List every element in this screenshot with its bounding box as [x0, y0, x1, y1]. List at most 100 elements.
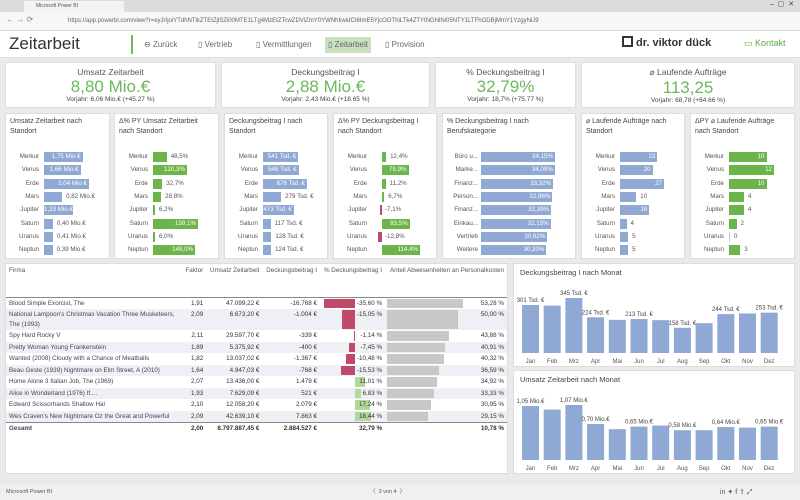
- bar-row[interactable]: Uranus 0: [691, 231, 794, 242]
- bar-okt[interactable]: [717, 314, 735, 353]
- bar[interactable]: [620, 218, 627, 229]
- table-row[interactable]: Home Alone 3 Italian Job, The (1969) 2,07…: [6, 376, 507, 388]
- bar-row[interactable]: Saturn 83,5%: [334, 218, 436, 229]
- bar-row[interactable]: Merkur 48,5%: [115, 151, 218, 162]
- bar-row[interactable]: Venus 12: [691, 164, 794, 176]
- bar[interactable]: [382, 245, 420, 256]
- bar[interactable]: [382, 152, 387, 162]
- bar[interactable]: [729, 152, 767, 162]
- bar-jul[interactable]: [652, 425, 670, 460]
- bar[interactable]: [620, 231, 629, 242]
- bar-row[interactable]: Merkur 12,4%: [334, 151, 436, 162]
- bar-row[interactable]: Person... 32,96%: [443, 191, 575, 202]
- bar-jan[interactable]: [522, 406, 539, 460]
- bar-row[interactable]: Merkur 1,75 Mio.€: [6, 151, 109, 162]
- bar[interactable]: [379, 205, 382, 216]
- bar-row[interactable]: Finanz... 33,32%: [443, 178, 575, 189]
- bar-row[interactable]: Jupiter 6,2%: [115, 204, 218, 216]
- bar-row[interactable]: Uranus 128 Tsd. €: [225, 231, 327, 242]
- bar[interactable]: [263, 191, 282, 202]
- bar[interactable]: [481, 205, 552, 216]
- bar-row[interactable]: Neptun 149,0%: [115, 244, 218, 256]
- table-row[interactable]: Blood Simple Exorcist, The 1,91 47.099,22 …: [6, 297, 507, 309]
- bar-row[interactable]: Erde 11,2%: [334, 178, 436, 189]
- bar-row[interactable]: Erde 27: [582, 178, 684, 189]
- bar-row[interactable]: Erde 676 Tsd. €: [225, 178, 327, 189]
- bar[interactable]: [44, 205, 74, 216]
- bar-row[interactable]: Jupiter -7,1%: [334, 204, 436, 216]
- bar-row[interactable]: Saturn 159,1%: [115, 218, 218, 229]
- bar-jun[interactable]: [630, 319, 648, 353]
- bar[interactable]: [620, 191, 637, 202]
- bar[interactable]: [263, 152, 299, 162]
- bar[interactable]: [620, 245, 629, 256]
- bar-mrz[interactable]: [565, 298, 583, 353]
- bar[interactable]: [263, 205, 294, 216]
- bar[interactable]: [729, 191, 744, 202]
- bar-row[interactable]: Mars 0,82 Mio.€: [6, 191, 109, 202]
- nav-button-zeitarbeit[interactable]: ▯ Zeitarbeit: [325, 37, 371, 53]
- bar[interactable]: [729, 205, 744, 216]
- bar-jun[interactable]: [630, 426, 648, 460]
- bar-mai[interactable]: [608, 319, 626, 353]
- bar[interactable]: [153, 205, 155, 216]
- bar[interactable]: [44, 152, 83, 162]
- bar-jan[interactable]: [522, 305, 539, 353]
- table-row[interactable]: Beau Geste (1939) Nightmare on Elm Stree…: [6, 364, 507, 376]
- bar-row[interactable]: Venus 120,3%: [115, 164, 218, 176]
- bar-row[interactable]: Venus 546 Tsd. €: [225, 164, 327, 176]
- bar[interactable]: [263, 165, 299, 176]
- bar[interactable]: [481, 152, 555, 162]
- bar[interactable]: [481, 191, 553, 202]
- nav-button-vermittlungen[interactable]: ▯ Vermittlungen: [253, 37, 315, 53]
- column-header[interactable]: Deckungsbeitrag I: [262, 264, 320, 298]
- table-row[interactable]: Alice in Wonderland (1976) If.... 1,93 7.6…: [6, 387, 507, 399]
- bar[interactable]: [44, 245, 53, 256]
- bar-row[interactable]: Finanz... 32,39%: [443, 204, 575, 216]
- bar-row[interactable]: Uranus -12,8%: [334, 231, 436, 242]
- bar[interactable]: [382, 178, 386, 189]
- bar-sep[interactable]: [695, 430, 713, 460]
- bar[interactable]: [481, 231, 548, 242]
- bar[interactable]: [153, 218, 198, 229]
- browser-tab[interactable]: Microsoft Power BI: [24, 1, 124, 12]
- bar[interactable]: [729, 178, 767, 189]
- bar-row[interactable]: Neptun 5: [582, 244, 684, 256]
- bar-row[interactable]: Uranus 6,0%: [115, 231, 218, 242]
- window-controls[interactable]: – ▢ ✕: [770, 1, 795, 8]
- bar[interactable]: [263, 218, 271, 229]
- bar[interactable]: [377, 231, 382, 242]
- bar-row[interactable]: Jupiter 4: [691, 204, 794, 216]
- url-field[interactable]: https://app.powerbi.com/view?r=eyJrIjoiY…: [68, 18, 539, 24]
- column-header[interactable]: Anteil Abwesenheiten an Personalkosten: [385, 264, 507, 298]
- bar[interactable]: [44, 178, 89, 189]
- bar-feb[interactable]: [543, 305, 561, 353]
- nav-button-provision[interactable]: ▯ Provision: [382, 37, 428, 53]
- bar-row[interactable]: Venus 1,66 Mio.€: [6, 164, 109, 176]
- table-row[interactable]: Wanted (2008) Cloudy with a Chance of Me…: [6, 353, 507, 365]
- bar[interactable]: [263, 245, 272, 256]
- column-header[interactable]: Umsatz Zeitarbeit: [206, 264, 263, 298]
- bar-row[interactable]: Mars 10: [582, 191, 684, 202]
- bar[interactable]: [44, 191, 63, 202]
- bar[interactable]: [44, 231, 54, 242]
- bar-nov[interactable]: [739, 427, 756, 460]
- bar[interactable]: [729, 245, 741, 256]
- bar[interactable]: [481, 178, 554, 189]
- nav-button-vertrieb[interactable]: ▯ Vertrieb: [195, 37, 235, 53]
- table-row[interactable]: National Lampoon's Christmas Vacation Th…: [6, 309, 507, 330]
- bar[interactable]: [263, 231, 272, 242]
- bar[interactable]: [382, 191, 385, 202]
- bar[interactable]: [729, 218, 737, 229]
- table-row[interactable]: Edward Scissorhands Shallow Hal 2,10 12.05…: [6, 399, 507, 411]
- bar[interactable]: [44, 165, 81, 176]
- bar-mrz[interactable]: [565, 405, 583, 460]
- bar[interactable]: [153, 152, 167, 162]
- bar-row[interactable]: Neptun 3: [691, 244, 794, 256]
- bar[interactable]: [153, 165, 188, 176]
- bar-row[interactable]: Uranus 5: [582, 231, 684, 242]
- bar-row[interactable]: Erde 2,04 Mio.€: [6, 178, 109, 189]
- bar-row[interactable]: Saturn 117 Tsd. €: [225, 218, 327, 229]
- bar[interactable]: [729, 165, 774, 176]
- bar-row[interactable]: Erde 10: [691, 178, 794, 189]
